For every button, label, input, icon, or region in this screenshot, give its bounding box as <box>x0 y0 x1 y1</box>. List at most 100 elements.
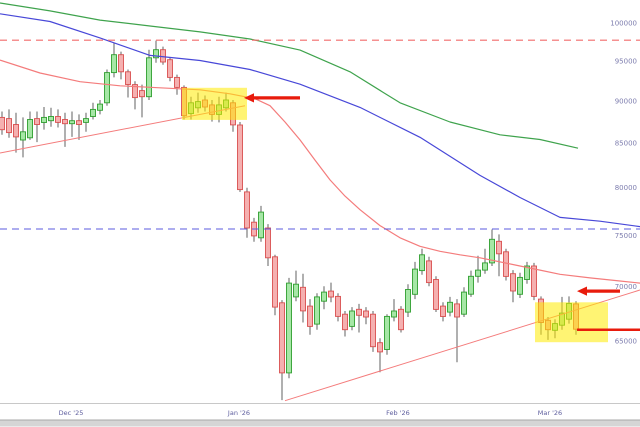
candle[interactable] <box>48 107 54 127</box>
candle[interactable] <box>272 254 278 316</box>
candle[interactable] <box>27 111 33 140</box>
candle-body <box>90 108 96 117</box>
candle[interactable] <box>6 109 12 138</box>
candle[interactable] <box>279 300 285 401</box>
candle-body <box>62 119 68 125</box>
candle[interactable] <box>524 261 530 284</box>
candle[interactable] <box>405 284 411 317</box>
candle[interactable] <box>83 112 89 132</box>
candle[interactable] <box>419 248 425 275</box>
arrows-layer <box>244 93 620 296</box>
candle-body <box>307 305 313 327</box>
candle[interactable] <box>482 248 488 274</box>
candle[interactable] <box>433 276 439 312</box>
candle[interactable] <box>496 234 502 277</box>
candle[interactable] <box>237 122 243 192</box>
candle[interactable] <box>321 286 327 310</box>
candle[interactable] <box>475 255 481 283</box>
candle[interactable] <box>349 307 355 331</box>
candle[interactable] <box>104 69 110 106</box>
candle[interactable] <box>412 261 418 300</box>
candle[interactable] <box>55 109 61 128</box>
candle-body <box>454 303 460 318</box>
candle[interactable] <box>447 296 453 317</box>
candle[interactable] <box>90 102 96 120</box>
candle-body <box>370 313 376 348</box>
candle[interactable] <box>391 299 397 322</box>
candle[interactable] <box>139 84 145 118</box>
candle[interactable] <box>377 338 383 373</box>
candle-body <box>27 119 33 139</box>
candle-body <box>342 313 348 331</box>
candle[interactable] <box>342 311 348 337</box>
candle-body <box>279 302 285 374</box>
arrow-annotation-top[interactable] <box>244 93 300 103</box>
candle[interactable] <box>370 311 376 352</box>
candle-body <box>363 310 369 318</box>
price-axis-labels[interactable]: 100000 95000 90000 85000 80000 75000 70000 6500… <box>610 20 637 346</box>
candle[interactable] <box>125 69 131 98</box>
candle-body <box>391 310 397 318</box>
candle[interactable] <box>258 205 264 242</box>
candle[interactable] <box>503 248 509 281</box>
candle-body <box>139 90 145 98</box>
candle[interactable] <box>174 74 180 95</box>
candle[interactable] <box>41 107 47 130</box>
candle-body <box>104 72 110 104</box>
price-axis-label: 95000 <box>615 57 637 65</box>
candle[interactable] <box>356 303 362 333</box>
candle[interactable] <box>160 46 166 65</box>
dashed-levels-layer <box>0 39 640 230</box>
candle-body <box>384 315 390 350</box>
candle-body <box>20 131 26 141</box>
candle[interactable] <box>307 299 313 335</box>
candle-body <box>132 84 138 99</box>
candle[interactable] <box>118 51 124 80</box>
candle[interactable] <box>517 272 523 298</box>
candle[interactable] <box>0 111 5 135</box>
candle[interactable] <box>13 112 19 153</box>
candle[interactable] <box>265 224 271 266</box>
candle[interactable] <box>167 57 173 82</box>
candle[interactable] <box>384 314 390 355</box>
candle[interactable] <box>244 187 250 238</box>
candle[interactable] <box>69 111 75 137</box>
candle[interactable] <box>335 293 341 322</box>
candle[interactable] <box>20 117 26 158</box>
candles-layer <box>0 40 579 401</box>
bottom-scrollbar[interactable] <box>0 420 640 427</box>
candle[interactable] <box>286 277 292 379</box>
candle[interactable] <box>300 273 306 323</box>
candle[interactable] <box>510 270 516 303</box>
candle-body <box>524 265 530 280</box>
candle[interactable] <box>454 299 460 363</box>
candle[interactable] <box>440 302 446 322</box>
candle[interactable] <box>97 100 103 115</box>
highlight-box-bottom[interactable] <box>535 302 608 343</box>
candle[interactable] <box>251 217 257 242</box>
candle-body <box>510 273 516 292</box>
candle[interactable] <box>461 287 467 317</box>
candle[interactable] <box>328 282 334 303</box>
candle[interactable] <box>398 306 404 333</box>
candle[interactable] <box>34 111 40 143</box>
candle[interactable] <box>76 114 82 140</box>
candle[interactable] <box>111 42 117 78</box>
moving-averages-layer <box>0 2 640 284</box>
candle[interactable] <box>314 293 320 330</box>
candle-body <box>356 308 362 316</box>
arrow-annotation-bottom[interactable] <box>577 286 620 296</box>
candle[interactable] <box>153 40 159 63</box>
candle[interactable] <box>146 49 152 100</box>
price-axis-label: 65000 <box>615 338 637 346</box>
highlight-box-top[interactable] <box>182 87 247 120</box>
candle-body <box>118 54 124 73</box>
candle[interactable] <box>132 81 138 110</box>
date-axis[interactable]: Dec '25 Jan '26 Feb '26 Mar '26 <box>0 403 640 427</box>
candle[interactable] <box>468 270 474 297</box>
candle[interactable] <box>363 307 369 325</box>
candle[interactable] <box>293 270 299 302</box>
candle[interactable] <box>62 112 68 147</box>
candle[interactable] <box>426 256 432 287</box>
